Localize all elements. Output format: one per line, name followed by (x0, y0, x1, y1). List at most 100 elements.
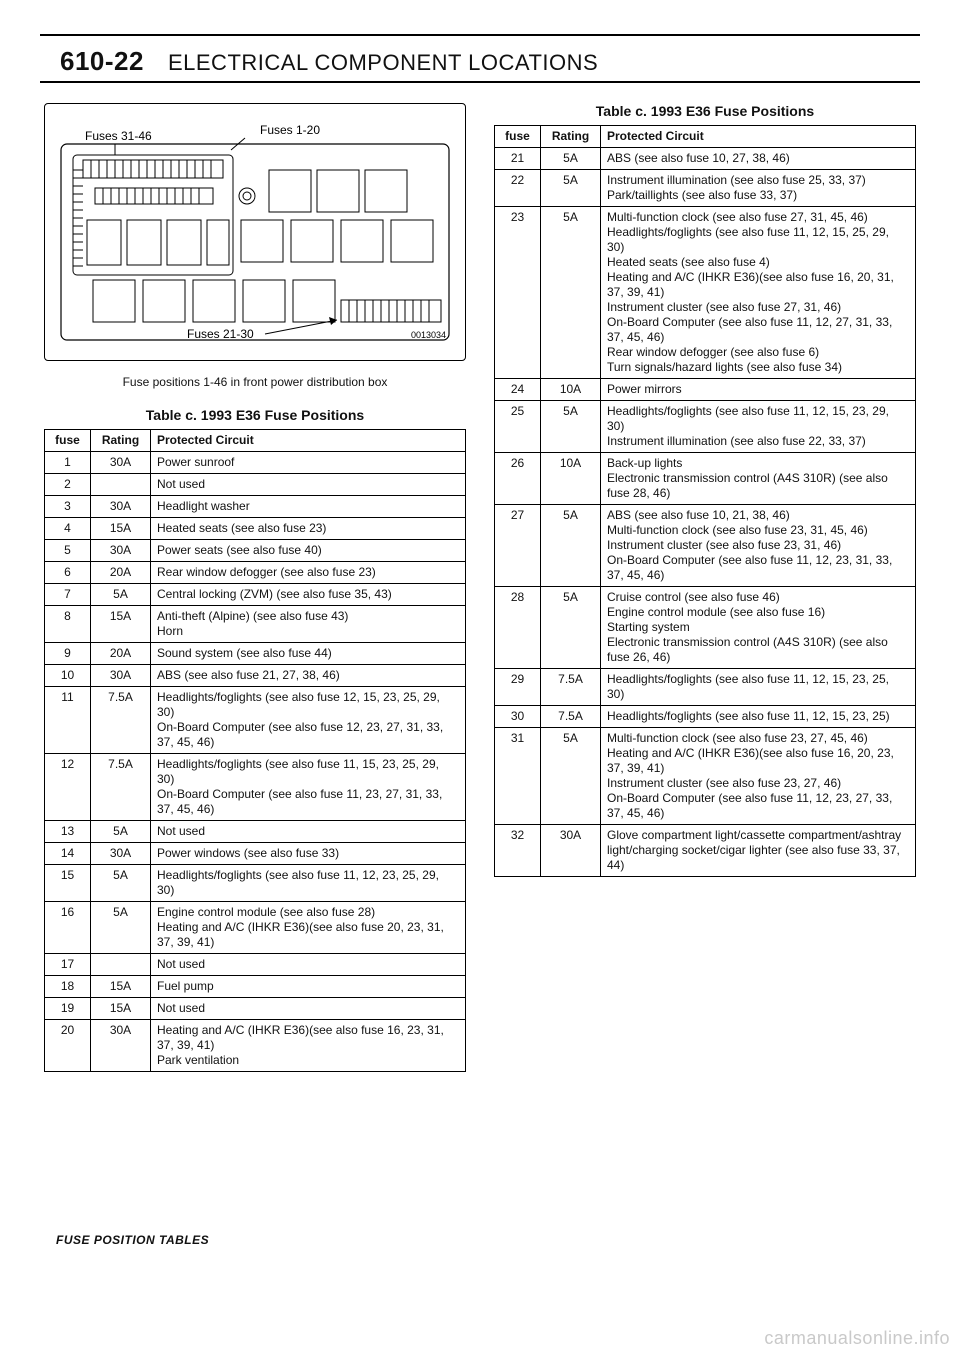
table-row: 215AABS (see also fuse 10, 27, 38, 46) (495, 148, 916, 170)
table-row: 920ASound system (see also fuse 44) (45, 643, 466, 665)
fuse-table-right: fuse Rating Protected Circuit 215AABS (s… (494, 125, 916, 877)
page-number: 610-22 (60, 46, 144, 77)
cell-rating: 10A (541, 379, 601, 401)
table-row: 2410APower mirrors (495, 379, 916, 401)
diagram-label-31-46: Fuses 31-46 (85, 129, 152, 143)
table-row: 275AABS (see also fuse 10, 21, 38, 46) M… (495, 505, 916, 587)
table-row: 2030AHeating and A/C (IHKR E36)(see also… (45, 1020, 466, 1072)
table-row: 1915ANot used (45, 998, 466, 1020)
cell-circuit: Power seats (see also fuse 40) (151, 540, 466, 562)
cell-fuse: 19 (45, 998, 91, 1020)
cell-circuit: Rear window defogger (see also fuse 23) (151, 562, 466, 584)
cell-circuit: Headlights/foglights (see also fuse 12, … (151, 687, 466, 754)
cell-rating: 20A (91, 643, 151, 665)
table-row: 307.5AHeadlights/foglights (see also fus… (495, 706, 916, 728)
table-row: 135ANot used (45, 821, 466, 843)
cell-circuit: Not used (151, 821, 466, 843)
cell-circuit: Power windows (see also fuse 33) (151, 843, 466, 865)
cell-rating: 5A (541, 170, 601, 207)
cell-fuse: 30 (495, 706, 541, 728)
cell-rating: 30A (91, 496, 151, 518)
cell-rating: 5A (91, 865, 151, 902)
cell-circuit: Sound system (see also fuse 44) (151, 643, 466, 665)
diagram-label-21-30: Fuses 21-30 (187, 327, 254, 341)
cell-fuse: 27 (495, 505, 541, 587)
table-row: 315AMulti-function clock (see also fuse … (495, 728, 916, 825)
table-row: 330AHeadlight washer (45, 496, 466, 518)
cell-fuse: 23 (495, 207, 541, 379)
page-title: ELECTRICAL COMPONENT LOCATIONS (168, 50, 598, 76)
cell-fuse: 22 (495, 170, 541, 207)
cell-fuse: 20 (45, 1020, 91, 1072)
table-row: 815AAnti-theft (Alpine) (see also fuse 4… (45, 606, 466, 643)
col-circuit: Protected Circuit (601, 126, 916, 148)
cell-fuse: 1 (45, 452, 91, 474)
cell-fuse: 16 (45, 902, 91, 954)
cell-circuit: Not used (151, 998, 466, 1020)
cell-fuse: 28 (495, 587, 541, 669)
cell-circuit: ABS (see also fuse 10, 21, 38, 46) Multi… (601, 505, 916, 587)
table-row: 117.5AHeadlights/foglights (see also fus… (45, 687, 466, 754)
cell-circuit: Anti-theft (Alpine) (see also fuse 43) H… (151, 606, 466, 643)
cell-circuit: Glove compartment light/cassette compart… (601, 825, 916, 877)
cell-fuse: 21 (495, 148, 541, 170)
cell-rating: 5A (541, 207, 601, 379)
table-row: 1815AFuel pump (45, 976, 466, 998)
cell-circuit: Headlights/foglights (see also fuse 11, … (601, 669, 916, 706)
cell-fuse: 31 (495, 728, 541, 825)
table-row: 225AInstrument illumination (see also fu… (495, 170, 916, 207)
table-header-row: fuse Rating Protected Circuit (495, 126, 916, 148)
cell-fuse: 10 (45, 665, 91, 687)
cell-rating: 5A (541, 728, 601, 825)
table-row: 415AHeated seats (see also fuse 23) (45, 518, 466, 540)
cell-fuse: 29 (495, 669, 541, 706)
cell-circuit: Headlight washer (151, 496, 466, 518)
cell-fuse: 9 (45, 643, 91, 665)
cell-fuse: 8 (45, 606, 91, 643)
col-fuse: fuse (45, 430, 91, 452)
cell-rating: 15A (91, 998, 151, 1020)
table-row: 17Not used (45, 954, 466, 976)
cell-rating (91, 474, 151, 496)
cell-rating: 5A (541, 148, 601, 170)
cell-fuse: 24 (495, 379, 541, 401)
cell-rating: 30A (91, 843, 151, 865)
table-row: 165AEngine control module (see also fuse… (45, 902, 466, 954)
content-columns: Fuses 31-46 Fuses 1-20 (40, 103, 920, 1072)
cell-rating: 7.5A (91, 754, 151, 821)
cell-rating: 5A (91, 821, 151, 843)
cell-rating: 30A (91, 540, 151, 562)
cell-circuit: Instrument illumination (see also fuse 2… (601, 170, 916, 207)
cell-circuit: Headlights/foglights (see also fuse 11, … (151, 865, 466, 902)
diagram-label-1-20: Fuses 1-20 (260, 123, 320, 137)
right-table-caption: Table c. 1993 E36 Fuse Positions (494, 103, 916, 119)
cell-rating: 5A (91, 902, 151, 954)
fuse-box-svg: Fuses 31-46 Fuses 1-20 (55, 116, 455, 354)
cell-fuse: 13 (45, 821, 91, 843)
cell-rating: 7.5A (91, 687, 151, 754)
cell-circuit: Power sunroof (151, 452, 466, 474)
cell-fuse: 26 (495, 453, 541, 505)
table-row: 235AMulti-function clock (see also fuse … (495, 207, 916, 379)
cell-fuse: 11 (45, 687, 91, 754)
cell-rating (91, 954, 151, 976)
cell-rating: 5A (541, 505, 601, 587)
cell-fuse: 18 (45, 976, 91, 998)
cell-circuit: Heated seats (see also fuse 23) (151, 518, 466, 540)
cell-fuse: 5 (45, 540, 91, 562)
cell-fuse: 3 (45, 496, 91, 518)
diagram-ref-number: 0013034 (411, 330, 446, 340)
diagram-caption: Fuse positions 1-46 in front power distr… (44, 375, 466, 389)
col-rating: Rating (541, 126, 601, 148)
cell-rating: 7.5A (541, 706, 601, 728)
table-row: 530APower seats (see also fuse 40) (45, 540, 466, 562)
table-row: 1430APower windows (see also fuse 33) (45, 843, 466, 865)
cell-circuit: Multi-function clock (see also fuse 23, … (601, 728, 916, 825)
cell-fuse: 7 (45, 584, 91, 606)
table-row: 155AHeadlights/foglights (see also fuse … (45, 865, 466, 902)
col-fuse: fuse (495, 126, 541, 148)
fuse-box-diagram: Fuses 31-46 Fuses 1-20 (44, 103, 466, 361)
cell-rating: 15A (91, 976, 151, 998)
table-row: 130APower sunroof (45, 452, 466, 474)
table-row: 1030AABS (see also fuse 21, 27, 38, 46) (45, 665, 466, 687)
